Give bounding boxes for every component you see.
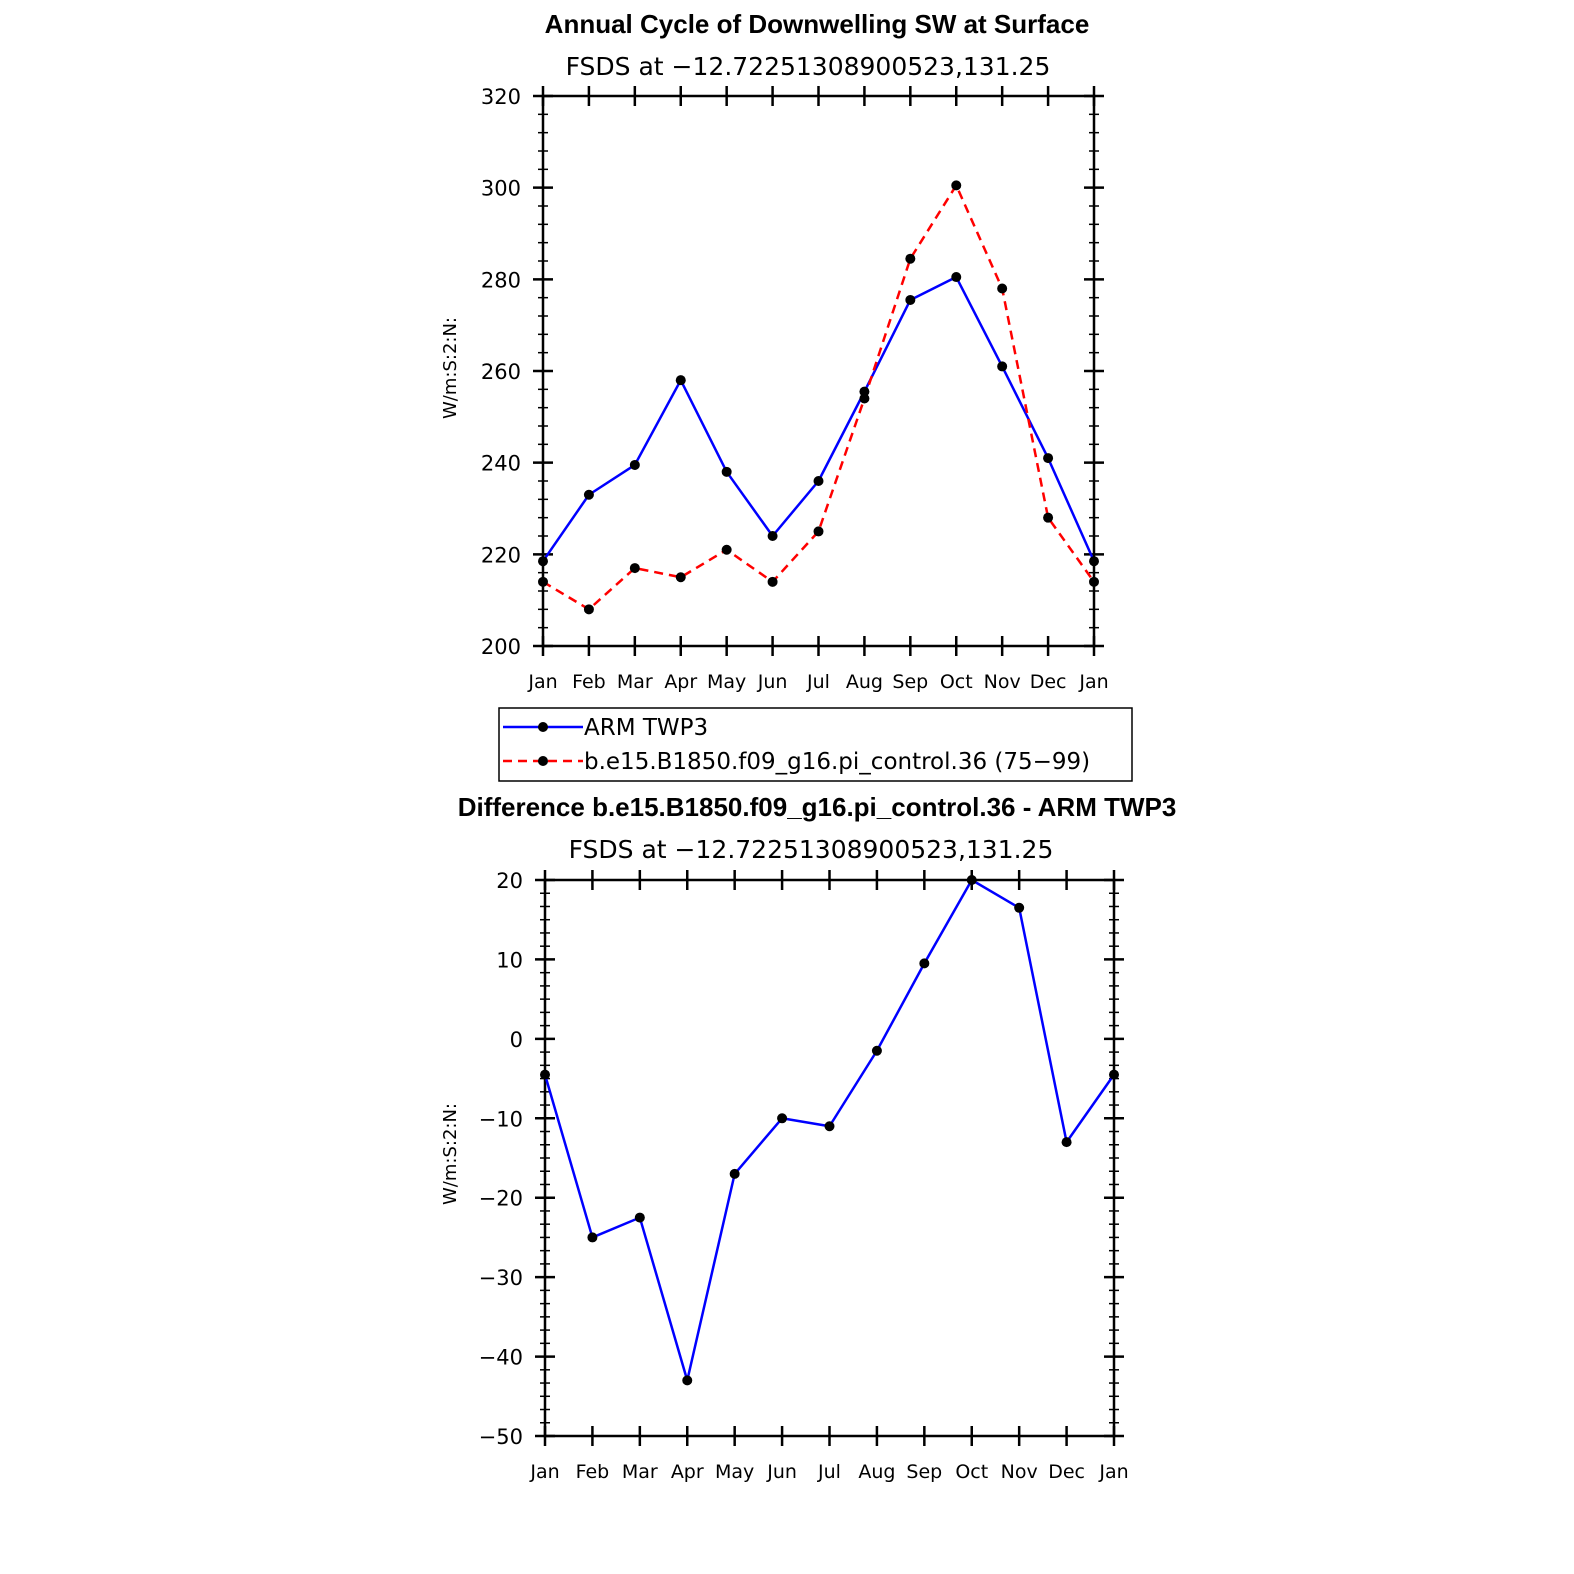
y-tick-label: 300 — [481, 177, 521, 201]
y-tick-label: −50 — [479, 1425, 523, 1449]
chart-title: Annual Cycle of Downwelling SW at Surfac… — [545, 9, 1090, 39]
data-point-0 — [729, 1168, 740, 1179]
x-tick-label: Apr — [671, 1461, 704, 1483]
x-tick-label: Nov — [984, 671, 1021, 693]
x-tick-label: Jan — [1078, 671, 1108, 693]
x-tick-label: Aug — [858, 1461, 895, 1483]
data-point-0 — [813, 476, 824, 486]
data-point-0 — [538, 556, 548, 567]
y-tick-label: 260 — [481, 360, 521, 384]
data-point-0 — [859, 386, 870, 397]
data-point-0 — [721, 466, 732, 477]
data-point-1 — [538, 576, 548, 587]
data-point-0 — [951, 272, 962, 283]
data-point-0 — [966, 875, 977, 885]
x-tick-label: Aug — [846, 671, 883, 693]
data-point-0 — [824, 1121, 835, 1132]
chart-subtitle: FSDS at −12.72251308900523,131.25 — [569, 835, 1054, 864]
data-point-0 — [629, 459, 640, 470]
y-tick-label: 0 — [510, 1028, 523, 1052]
x-tick-label: Apr — [664, 671, 697, 693]
series-line-0 — [541, 275, 1096, 562]
data-point-1 — [997, 283, 1008, 294]
y-tick-label: −20 — [479, 1187, 523, 1211]
data-point-0 — [871, 1045, 882, 1056]
data-point-0 — [997, 361, 1008, 372]
data-point-0 — [675, 375, 686, 386]
data-point-0 — [1043, 453, 1054, 464]
data-point-0 — [919, 958, 930, 969]
y-tick-label: 20 — [496, 869, 523, 893]
x-tick-label: Jan — [529, 1461, 559, 1483]
y-tick-label: 320 — [481, 85, 521, 109]
x-tick-label: Oct — [940, 671, 973, 693]
data-point-0 — [583, 489, 594, 500]
y-tick-label: 280 — [481, 268, 521, 292]
x-tick-label: Jul — [806, 671, 830, 693]
y-tick-label: 220 — [481, 543, 521, 567]
data-point-0 — [1089, 556, 1099, 567]
data-point-1 — [675, 572, 686, 583]
x-tick-label: Jan — [1098, 1461, 1128, 1483]
data-point-0 — [905, 294, 916, 305]
data-point-1 — [1043, 512, 1054, 523]
data-point-0 — [1014, 902, 1025, 913]
x-tick-label: Mar — [617, 671, 653, 693]
data-point-1 — [1089, 576, 1099, 587]
chart-title: Difference b.e15.B1850.f09_g16.pi_contro… — [458, 792, 1177, 822]
x-tick-label: Jun — [757, 671, 788, 693]
data-point-1 — [721, 544, 732, 555]
x-tick-label: Dec — [1048, 1461, 1085, 1483]
y-tick-label: −30 — [479, 1266, 523, 1290]
plot-frame — [543, 878, 1116, 1438]
data-point-1 — [629, 563, 640, 574]
data-point-0 — [1061, 1137, 1072, 1148]
x-tick-label: May — [707, 671, 746, 693]
x-tick-label: May — [715, 1461, 754, 1483]
x-tick-label: Feb — [576, 1461, 610, 1483]
data-point-0 — [767, 531, 778, 541]
x-tick-label: Jan — [527, 671, 557, 693]
data-point-1 — [767, 576, 778, 587]
y-tick-label: 240 — [481, 452, 521, 476]
data-point-1 — [813, 526, 824, 537]
legend-label-model: b.e15.B1850.f09_g16.pi_control.36 (75−99… — [584, 749, 1090, 775]
y-tick-label: −10 — [479, 1107, 523, 1131]
x-tick-label: Dec — [1030, 671, 1067, 693]
x-tick-label: Jun — [766, 1461, 797, 1483]
data-point-0 — [540, 1069, 550, 1080]
data-point-1 — [951, 180, 962, 191]
x-tick-label: Sep — [892, 671, 928, 693]
y-axis-label: W/m:S:2:N: — [440, 1103, 461, 1205]
legend-label-arm: ARM TWP3 — [584, 715, 708, 741]
plot-frame — [541, 94, 1096, 648]
data-point-0 — [1109, 1069, 1119, 1080]
chart-difference: Difference b.e15.B1850.f09_g16.pi_contro… — [440, 792, 1176, 1483]
data-point-0 — [777, 1113, 788, 1124]
x-tick-label: Nov — [1001, 1461, 1038, 1483]
data-point-0 — [682, 1375, 693, 1386]
legend-marker-model — [538, 756, 548, 766]
x-tick-label: Oct — [955, 1461, 988, 1483]
x-tick-label: Feb — [572, 671, 606, 693]
data-point-1 — [859, 393, 870, 404]
y-tick-label: −40 — [479, 1346, 523, 1370]
legend-box — [498, 707, 1133, 782]
chart-subtitle: FSDS at −12.72251308900523,131.25 — [566, 52, 1051, 81]
y-axis-label: W/m:S:2:N: — [440, 317, 461, 419]
x-tick-label: Sep — [906, 1461, 942, 1483]
data-point-0 — [634, 1212, 645, 1223]
data-point-1 — [905, 253, 916, 264]
data-point-0 — [587, 1232, 598, 1243]
y-tick-label: 10 — [496, 948, 523, 972]
x-tick-label: Mar — [622, 1461, 658, 1483]
legend-marker-arm — [538, 722, 548, 732]
series-line-1 — [542, 184, 1096, 611]
legend: ARM TWP3 b.e15.B1850.f09_g16.pi_control.… — [498, 707, 1133, 782]
data-point-1 — [583, 604, 594, 615]
chart-annual-cycle: Annual Cycle of Downwelling SW at Surfac… — [440, 9, 1133, 782]
y-tick-label: 200 — [481, 635, 521, 659]
x-tick-label: Jul — [817, 1461, 841, 1483]
